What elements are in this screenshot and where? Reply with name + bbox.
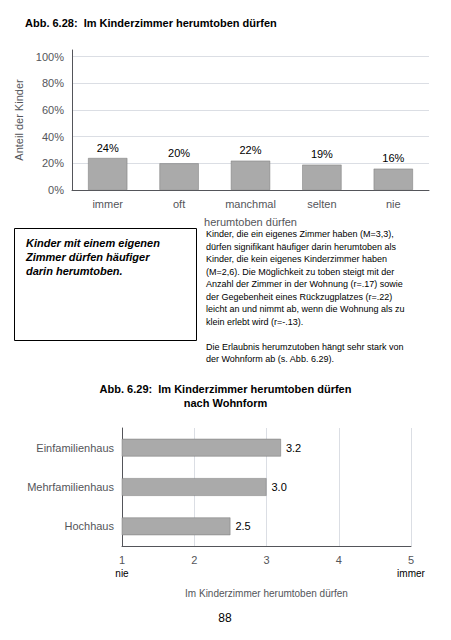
- svg-text:Im Kinderzimmer herumtoben dür: Im Kinderzimmer herumtoben dürfen: [185, 588, 348, 599]
- svg-text:(M=2,6). Die Möglichkeit zu to: (M=2,6). Die Möglichkeit zu toben steigt…: [206, 267, 394, 277]
- svg-text:40%: 40%: [42, 131, 64, 143]
- svg-text:1: 1: [119, 554, 125, 566]
- svg-text:herumtoben dürfen: herumtoben dürfen: [204, 216, 297, 228]
- svg-text:Zimmer dürfen häufiger: Zimmer dürfen häufiger: [25, 251, 150, 263]
- svg-text:3: 3: [263, 554, 269, 566]
- svg-text:Abb. 6.29: Im Kinderzimmer he: Abb. 6.29: Im Kinderzimmer herumtoben dü…: [100, 383, 352, 395]
- svg-text:2: 2: [191, 554, 197, 566]
- svg-text:selten: selten: [307, 198, 336, 210]
- svg-text:Kinder, die kein eigenes Kinde: Kinder, die kein eigenes Kinderzimmer ha…: [206, 254, 387, 264]
- svg-text:oft: oft: [173, 198, 185, 210]
- svg-text:19%: 19%: [311, 148, 333, 160]
- svg-text:Mehrfamilienhaus: Mehrfamilienhaus: [27, 481, 114, 493]
- svg-text:Kinder mit einem eigenen: Kinder mit einem eigenen: [26, 237, 160, 249]
- svg-text:Hochhaus: Hochhaus: [64, 520, 114, 532]
- svg-text:3.0: 3.0: [272, 481, 287, 493]
- svg-text:24%: 24%: [97, 142, 119, 154]
- svg-text:20%: 20%: [42, 157, 64, 169]
- svg-text:0%: 0%: [48, 184, 64, 196]
- svg-text:Anzahl der Zimmer in der Wohnu: Anzahl der Zimmer in der Wohnung (r=.17)…: [206, 279, 403, 289]
- svg-text:Abb. 6.28: Im Kinderzimmer he: Abb. 6.28: Im Kinderzimmer herumtoben dü…: [25, 17, 277, 29]
- svg-text:dürfen signifikant häufiger da: dürfen signifikant häufiger darin herumt…: [206, 242, 397, 252]
- svg-text:leicht an und nimmt ab, wenn d: leicht an und nimmt ab, wenn die Wohnung…: [206, 304, 404, 314]
- svg-text:manchmal: manchmal: [225, 198, 276, 210]
- svg-text:der Wohnform ab (s. Abb. 6.29): der Wohnform ab (s. Abb. 6.29).: [206, 354, 334, 364]
- svg-text:20%: 20%: [168, 147, 190, 159]
- svg-text:5: 5: [408, 554, 414, 566]
- svg-text:80%: 80%: [42, 77, 64, 89]
- svg-text:nie: nie: [386, 198, 401, 210]
- svg-text:nie: nie: [115, 568, 129, 579]
- svg-text:Kinder, die ein eigenes Zimmer: Kinder, die ein eigenes Zimmer haben (M=…: [206, 229, 394, 239]
- svg-text:immer: immer: [397, 568, 425, 579]
- svg-text:16%: 16%: [382, 152, 404, 164]
- svg-text:der Gegebenheit eines Rückzugp: der Gegebenheit eines Rückzugplatzes (r=…: [206, 292, 392, 302]
- svg-text:2.5: 2.5: [235, 520, 250, 532]
- svg-text:Die Erlaubnis herumzutoben hän: Die Erlaubnis herumzutoben hängt sehr st…: [206, 342, 404, 352]
- svg-text:88: 88: [218, 611, 232, 625]
- svg-text:Anteil der Kinder: Anteil der Kinder: [13, 79, 25, 161]
- svg-text:60%: 60%: [42, 104, 64, 116]
- svg-text:darin herumtoben.: darin herumtoben.: [26, 265, 123, 277]
- svg-text:22%: 22%: [239, 144, 261, 156]
- svg-text:immer: immer: [92, 198, 123, 210]
- svg-text:Einfamilienhaus: Einfamilienhaus: [36, 442, 114, 454]
- svg-text:klein erlebt wird (r=-.13).: klein erlebt wird (r=-.13).: [206, 317, 303, 327]
- svg-text:3.2: 3.2: [286, 442, 301, 454]
- svg-text:100%: 100%: [36, 51, 64, 63]
- svg-text:4: 4: [336, 554, 342, 566]
- svg-text:nach Wohnform: nach Wohnform: [184, 397, 268, 409]
